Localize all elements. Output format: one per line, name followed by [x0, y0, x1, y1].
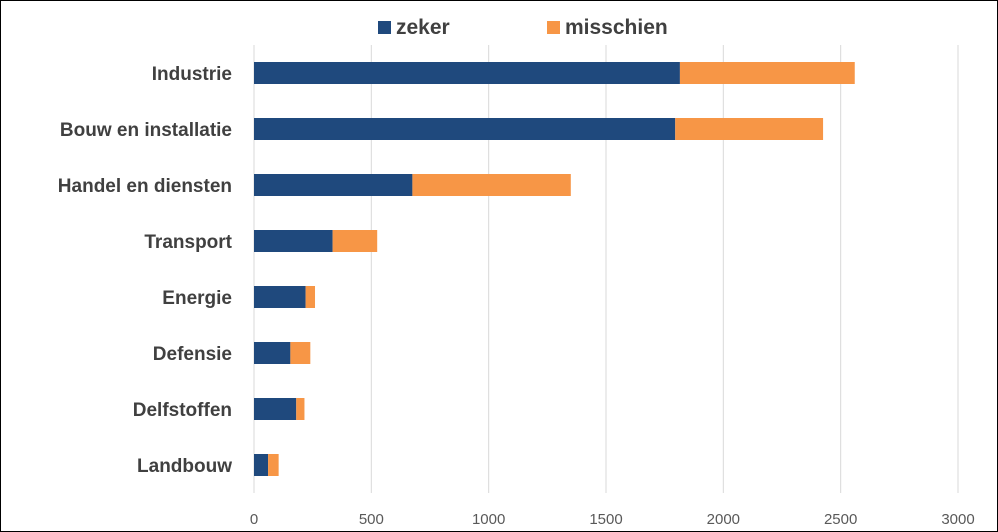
category-label: Landbouw: [137, 456, 232, 477]
gridlines: [253, 45, 959, 493]
bar-zeker: [254, 118, 676, 140]
x-tick-label: 3000: [941, 511, 974, 528]
bar-zeker: [254, 230, 333, 252]
x-tick-label: 1500: [589, 511, 622, 528]
x-tick-label: 0: [250, 511, 258, 528]
bar-misschien: [268, 454, 279, 476]
legend-label-misschien: misschien: [565, 16, 668, 39]
x-tick-labels: 0 500 1000 1500 2000 2500 3000: [250, 511, 975, 528]
x-tick-label: 2500: [824, 511, 857, 528]
legend: zeker misschien: [378, 16, 668, 39]
legend-label-zeker: zeker: [396, 16, 450, 39]
x-tick-label: 2000: [707, 511, 740, 528]
bar-misschien: [296, 398, 305, 420]
category-label: Industrie: [152, 64, 232, 85]
bar-zeker: [254, 286, 306, 308]
category-label: Handel en diensten: [58, 176, 232, 197]
legend-swatch-zeker: [378, 21, 391, 34]
legend-swatch-misschien: [547, 21, 560, 34]
x-tick-label: 500: [359, 511, 384, 528]
category-label: Defensie: [153, 344, 232, 365]
bar-zeker: [254, 342, 291, 364]
bar-misschien: [305, 286, 316, 308]
bar-zeker: [254, 62, 680, 84]
bar-misschien: [332, 230, 378, 252]
bar-misschien: [412, 174, 571, 196]
category-labels: Industrie Bouw en installatie Handel en di…: [58, 64, 233, 477]
bar-zeker: [254, 398, 297, 420]
bars: [254, 62, 855, 476]
bar-misschien: [675, 118, 824, 140]
bar-zeker: [254, 174, 413, 196]
x-tick-label: 1000: [472, 511, 505, 528]
bar-misschien: [679, 62, 855, 84]
bar-zeker: [254, 454, 269, 476]
category-label: Delfstoffen: [133, 400, 232, 421]
category-label: Transport: [144, 232, 232, 253]
category-label: Bouw en installatie: [60, 120, 232, 141]
category-label: Energie: [162, 288, 232, 309]
bar-misschien: [290, 342, 311, 364]
